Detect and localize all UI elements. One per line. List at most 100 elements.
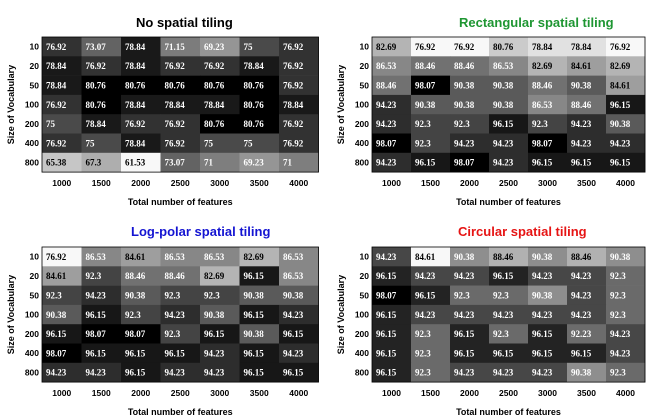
heatmap-cell bbox=[160, 94, 201, 115]
heatmap-cell bbox=[160, 37, 201, 57]
cell-value-label: 76.92 bbox=[283, 119, 304, 129]
cell-value-label: 75 bbox=[46, 119, 56, 129]
cell-value-label: 78.84 bbox=[165, 100, 186, 110]
cell-value-label: 90.38 bbox=[244, 329, 265, 339]
cell-value-label: 96.15 bbox=[493, 119, 514, 129]
heatmap-cell bbox=[239, 56, 280, 76]
cell-value-label: 94.23 bbox=[454, 271, 475, 281]
heatmap-cell bbox=[200, 266, 240, 286]
heatmap-cell bbox=[160, 247, 201, 267]
heatmap-cell bbox=[528, 37, 568, 57]
cell-value-label: 96.15 bbox=[86, 348, 107, 358]
heatmap-cell bbox=[121, 266, 161, 286]
cell-value-label: 94.23 bbox=[86, 368, 107, 378]
cell-value-label: 75 bbox=[244, 42, 254, 52]
cell-value-label: 90.38 bbox=[283, 290, 304, 300]
cell-value-label: 76.92 bbox=[46, 252, 67, 262]
heatmap-cell bbox=[489, 285, 529, 306]
y-tick-label: 10 bbox=[30, 42, 40, 52]
heatmap-cell bbox=[372, 324, 412, 344]
y-tick-label: 10 bbox=[360, 42, 370, 52]
heatmap-cell bbox=[279, 133, 319, 154]
cell-value-label: 76.92 bbox=[283, 138, 304, 148]
cell-value-label: 92.3 bbox=[415, 368, 431, 378]
heatmap-cell bbox=[450, 285, 490, 306]
heatmap-cell bbox=[81, 75, 122, 96]
cell-value-label: 86.53 bbox=[204, 252, 225, 262]
heatmap-cell bbox=[372, 247, 412, 267]
cell-value-label: 61.53 bbox=[125, 158, 146, 168]
x-tick-label: 2000 bbox=[131, 178, 150, 188]
cell-value-label: 96.15 bbox=[244, 271, 265, 281]
cell-value-label: 92.3 bbox=[415, 348, 431, 358]
cell-value-label: 90.38 bbox=[454, 80, 475, 90]
heatmap-cell bbox=[81, 285, 122, 306]
y-tick-label: 20 bbox=[360, 61, 370, 71]
cell-value-label: 94.23 bbox=[493, 368, 514, 378]
heatmap-cell bbox=[528, 75, 568, 96]
cell-value-label: 88.46 bbox=[165, 271, 186, 281]
heatmap-cell bbox=[200, 343, 240, 364]
heatmap-cell bbox=[279, 114, 319, 134]
x-tick-label: 4000 bbox=[289, 388, 308, 398]
heatmap-cell bbox=[450, 343, 490, 364]
heatmap-cell bbox=[200, 56, 240, 76]
heatmap-cell bbox=[239, 114, 280, 134]
heatmap-cell bbox=[160, 75, 201, 96]
x-tick-label: 3000 bbox=[210, 178, 229, 188]
cell-value-label: 94.23 bbox=[376, 158, 397, 168]
heatmap-cell bbox=[411, 133, 451, 154]
heatmap-cell bbox=[606, 266, 646, 286]
heatmap-cell bbox=[372, 285, 412, 306]
heatmap-cell bbox=[239, 362, 280, 383]
heatmap-cell bbox=[42, 94, 82, 115]
y-tick-label: 400 bbox=[25, 138, 39, 148]
x-axis-label: Total number of features bbox=[456, 197, 561, 207]
heatmap-cell bbox=[489, 94, 529, 115]
cell-value-label: 92.3 bbox=[415, 329, 431, 339]
cell-value-label: 96.15 bbox=[532, 348, 553, 358]
x-tick-label: 3500 bbox=[250, 178, 269, 188]
heatmap-cell bbox=[567, 94, 607, 115]
cell-value-label: 90.38 bbox=[244, 290, 265, 300]
heatmap-cell bbox=[279, 266, 319, 286]
cell-value-label: 88.46 bbox=[125, 271, 146, 281]
y-tick-label: 100 bbox=[355, 100, 369, 110]
cell-value-label: 90.38 bbox=[125, 290, 146, 300]
heatmap-cell bbox=[81, 362, 122, 383]
cell-value-label: 96.15 bbox=[244, 368, 265, 378]
heatmap-cell bbox=[279, 304, 319, 325]
heatmap-cell bbox=[606, 285, 646, 306]
cell-value-label: 71 bbox=[204, 158, 214, 168]
cell-value-label: 94.23 bbox=[571, 119, 592, 129]
heatmap-cell bbox=[42, 247, 82, 267]
cell-value-label: 84.61 bbox=[125, 252, 146, 262]
y-tick-label: 800 bbox=[25, 367, 39, 377]
heatmap-cell bbox=[42, 152, 82, 173]
cell-value-label: 76.92 bbox=[46, 138, 67, 148]
heatmap-cell bbox=[81, 304, 122, 325]
heatmap-cell bbox=[528, 56, 568, 76]
heatmap-cell bbox=[606, 114, 646, 134]
x-tick-label: 3500 bbox=[577, 178, 596, 188]
x-tick-label: 4000 bbox=[616, 178, 635, 188]
cell-value-label: 80.76 bbox=[204, 80, 225, 90]
heatmap-cell bbox=[279, 343, 319, 364]
heatmap-cell bbox=[121, 133, 161, 154]
cell-value-label: 94.23 bbox=[454, 310, 475, 320]
heatmap-cell bbox=[121, 285, 161, 306]
heatmap-cell bbox=[606, 343, 646, 364]
cell-value-label: 96.15 bbox=[204, 329, 225, 339]
x-axis-label: Total number of features bbox=[456, 407, 561, 417]
x-tick-label: 3500 bbox=[250, 388, 269, 398]
cell-value-label: 76.92 bbox=[165, 61, 186, 71]
cell-value-label: 88.46 bbox=[571, 100, 592, 110]
heatmap-cell bbox=[200, 37, 240, 57]
cell-value-label: 92.3 bbox=[415, 138, 431, 148]
cell-value-label: 94.23 bbox=[454, 368, 475, 378]
cell-value-label: 98.07 bbox=[532, 138, 553, 148]
heatmap-cell bbox=[200, 133, 240, 154]
heatmap-cell bbox=[567, 247, 607, 267]
heatmap-cell bbox=[528, 266, 568, 286]
heatmap-cell bbox=[160, 266, 201, 286]
